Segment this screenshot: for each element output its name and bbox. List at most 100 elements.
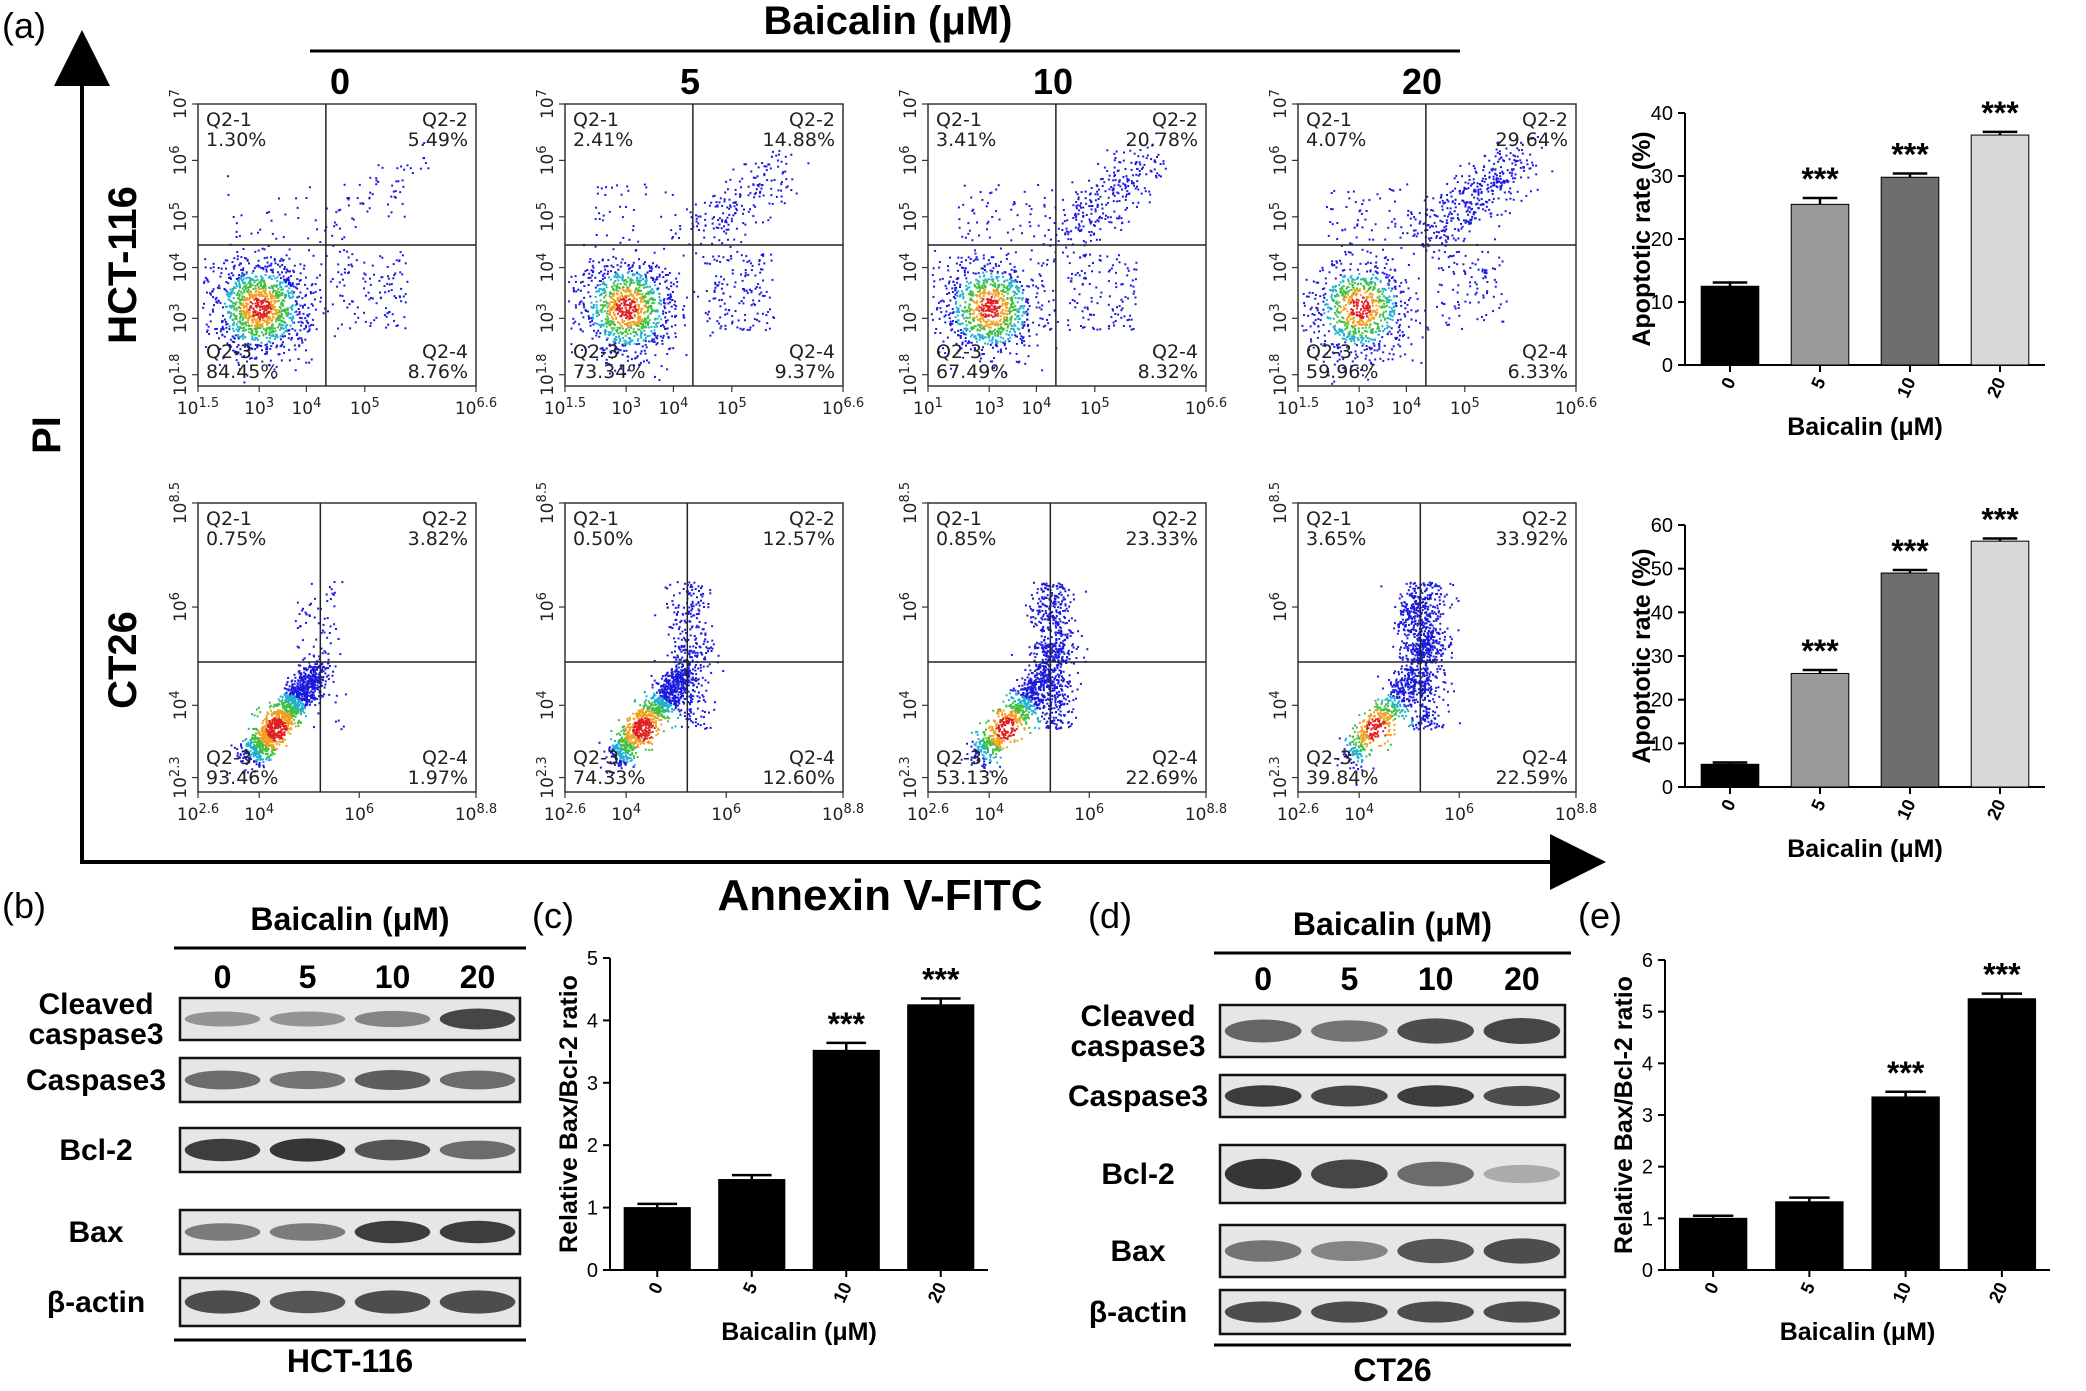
flow-event [1015, 352, 1018, 355]
flow-event [961, 322, 964, 325]
flow-event [728, 309, 731, 312]
flow-event [252, 338, 255, 341]
flow-event [964, 274, 966, 277]
flow-event [671, 236, 674, 238]
flow-event [276, 344, 278, 347]
flow-event [996, 300, 999, 303]
flow-event [235, 278, 238, 280]
flow-event [746, 291, 749, 294]
flow-event [636, 310, 639, 313]
flow-event [1067, 324, 1070, 327]
flow-event [986, 222, 989, 225]
flow-event [1313, 313, 1316, 316]
flow-event [781, 172, 784, 175]
flow-event [613, 313, 616, 316]
flow-event [285, 254, 288, 257]
flow-event [999, 305, 1002, 308]
flow-plot-hct-116-20: Q2-14.07%Q2-229.64%Q2-359.96%Q2-46.33%10… [1268, 89, 1597, 419]
flow-event [650, 340, 653, 343]
flow-event [1356, 223, 1359, 226]
flow-event [294, 286, 297, 289]
flow-event [998, 264, 1000, 267]
flow-event [1130, 180, 1133, 183]
flow-event [253, 281, 256, 284]
flow-event [600, 292, 603, 295]
flow-event [212, 266, 215, 269]
flow-event [610, 306, 613, 309]
flow-event [246, 297, 249, 300]
flow-event [1127, 193, 1130, 195]
flow-event [596, 192, 599, 195]
flow-event [298, 312, 301, 315]
flow-event [596, 290, 599, 293]
flow-event [655, 264, 658, 267]
flow-event [1021, 336, 1024, 339]
flow-event [670, 295, 673, 298]
flow-event [628, 314, 631, 317]
flow-event [282, 341, 285, 344]
flow-event [778, 149, 781, 152]
flow-event [240, 290, 243, 293]
flow-event [721, 283, 724, 285]
flow-event [1530, 137, 1533, 140]
flow-event [713, 289, 716, 292]
flow-event [401, 254, 404, 257]
flow-event [1400, 247, 1403, 249]
flow-event [273, 284, 276, 287]
flow-event [599, 326, 602, 328]
flow-event [256, 318, 259, 321]
flow-event [957, 334, 960, 336]
flow-event [647, 324, 649, 326]
flow-event [751, 264, 754, 267]
flow-event [1005, 347, 1007, 350]
flow-event [1368, 319, 1371, 322]
flow-event [719, 316, 722, 319]
flow-event [293, 344, 296, 347]
flow-event [289, 270, 291, 273]
flow-event [770, 253, 773, 256]
flow-event [599, 332, 602, 335]
flow-event [777, 159, 779, 162]
flow-event [936, 306, 939, 309]
flow-event [726, 283, 729, 286]
flow-event [777, 153, 780, 156]
flow-event [238, 301, 241, 304]
flow-event [983, 320, 986, 323]
flow-event [766, 179, 769, 182]
flow-event [1041, 304, 1044, 307]
flow-event [1026, 314, 1029, 316]
cell-line-label-ct26: CT26 [101, 611, 145, 709]
flow-event [632, 229, 634, 232]
flow-event [1375, 311, 1378, 314]
flow-event [234, 303, 237, 306]
flow-event [624, 372, 626, 375]
flow-event [227, 282, 230, 285]
flow-event [1101, 207, 1104, 210]
flow-event [734, 212, 737, 214]
flow-event [638, 316, 641, 319]
flow-event [268, 337, 271, 340]
quadrant-name-q4: Q2-4 [789, 341, 835, 363]
flow-event [238, 294, 241, 297]
flow-event [276, 316, 279, 319]
flow-event [1351, 310, 1354, 313]
flow-event [759, 191, 761, 194]
flow-event [1047, 322, 1050, 325]
flow-event [222, 357, 225, 360]
flow-event [1021, 322, 1024, 325]
flow-event [252, 297, 255, 300]
flow-event [1134, 161, 1137, 164]
flow-event [640, 325, 643, 328]
flow-event [749, 288, 751, 291]
flow-event [231, 327, 234, 330]
flow-event [959, 286, 961, 288]
flow-event [1094, 220, 1097, 223]
flow-event [627, 264, 630, 266]
flow-event [241, 323, 244, 326]
flow-event [310, 358, 313, 361]
flow-event [1023, 344, 1026, 347]
flow-event [1133, 184, 1136, 187]
flow-event [1387, 301, 1390, 304]
flow-event [723, 302, 726, 305]
flow-event [255, 323, 258, 325]
